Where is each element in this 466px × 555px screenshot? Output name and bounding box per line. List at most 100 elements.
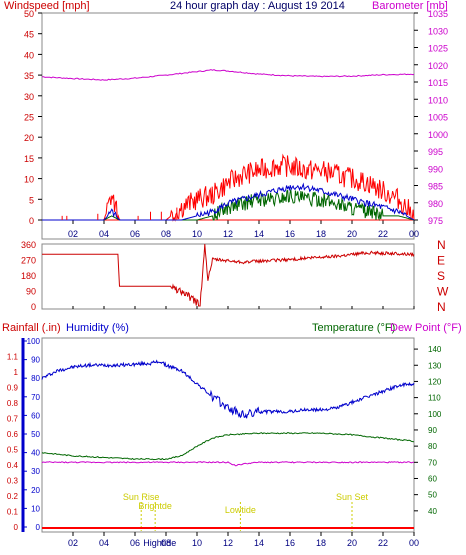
climate-x-tick: 00 [409,538,419,548]
humidity-y-tick: 60 [31,411,40,420]
humidity-y-tick: 80 [31,374,40,383]
baro-y-tick: 975 [428,216,443,226]
humidity-y-tick: 50 [31,430,40,439]
rain-y-tick: 0.3 [7,477,19,486]
temp-y-tick: 80 [428,442,437,451]
temp-y-tick: 100 [428,410,442,419]
wind-x-tick: 00 [409,229,419,239]
baro-y-tick: 980 [428,199,443,209]
direction-y-tick: 90 [26,287,36,297]
wind-y-tick: 40 [24,50,34,60]
wind-direction-line [42,243,415,307]
direction-y-tick: 360 [21,240,36,250]
wind-y-tick: 30 [24,92,34,102]
climate-x-tick: 08 [161,538,171,548]
temp-y-tick: 60 [428,474,437,483]
annotation-label: Brightde [138,501,172,511]
rainfall-header: Rainfall (.in) [2,322,61,334]
dew-point-line [41,461,415,467]
baro-y-tick: 1005 [428,113,448,123]
direction-y-tick: 180 [21,271,36,281]
wind-y-tick: 50 [24,9,34,19]
wind-x-tick: 04 [99,229,109,239]
wind-y-tick: 45 [24,30,34,40]
wind-x-tick: 10 [192,229,202,239]
humidity-y-tick: 10 [31,504,40,513]
baro-y-tick: 995 [428,147,443,157]
compass-label: N [437,300,446,314]
rain-y-tick: 0.7 [7,415,19,424]
wind-y-tick: 0 [29,216,34,226]
rain-y-tick: 0.1 [7,508,19,517]
annotation-label: Sun Rise [123,492,160,502]
temp-y-tick: 130 [428,361,442,370]
wind-panel-frame [41,12,415,240]
rain-y-tick: 1.1 [7,353,19,362]
climate-x-tick: 02 [68,538,78,548]
wind-x-tick: 14 [254,229,264,239]
compass-label: S [437,269,445,283]
humidity-y-tick: 100 [27,337,41,346]
climate-x-tick: 14 [254,538,264,548]
windspeed-header: Windspeed [mph] [4,0,90,12]
wind-x-tick: 02 [68,229,78,239]
humidity-y-tick: 90 [31,356,40,365]
baro-y-tick: 990 [428,164,443,174]
climate-x-tick: 04 [99,538,109,548]
rain-y-tick: 0.5 [7,446,19,455]
wind-average-line [42,182,415,221]
temperature-line [41,432,415,461]
wind-x-tick: 16 [285,229,295,239]
climate-x-tick: 18 [316,538,326,548]
compass-label: E [437,254,445,268]
wind-x-tick: 20 [347,229,357,239]
temp-y-tick: 90 [428,426,437,435]
humidity-header: Humidity (%) [66,322,129,334]
baro-y-tick: 1020 [428,61,448,71]
climate-x-tick: 22 [378,538,388,548]
rain-y-tick: 0.6 [7,430,19,439]
baro-y-tick: 1000 [428,130,448,140]
climate-x-tick: 12 [223,538,233,548]
temp-y-tick: 50 [428,491,437,500]
climate-x-tick: 20 [347,538,357,548]
rain-y-tick: 0.9 [7,384,19,393]
rain-y-tick: 0.2 [7,492,19,501]
barometer-line [42,69,415,81]
climate-x-tick: 10 [192,538,202,548]
barometer-header: Barometer [mb] [372,0,448,12]
humidity-line [41,359,415,419]
annotation-label: Lowtide [225,505,256,515]
temp-y-tick: 120 [428,377,442,386]
baro-y-tick: 1010 [428,95,448,105]
chart-title: 24 hour graph day : August 19 2014 [170,0,345,12]
rain-y-tick: 0.4 [7,461,19,470]
wind-x-tick: 06 [130,229,140,239]
humidity-y-tick: 40 [31,449,40,458]
humidity-y-tick: 20 [31,486,40,495]
baro-y-tick: 1030 [428,26,448,36]
wind-y-tick: 10 [24,175,34,185]
wind-x-tick: 12 [223,229,233,239]
wind-y-tick: 25 [24,113,34,123]
rain-y-tick: 0.8 [7,399,19,408]
baro-y-tick: 985 [428,182,443,192]
climate-x-tick: 16 [285,538,295,548]
rain-y-tick: 1 [14,368,19,377]
wind-y-tick: 15 [24,154,34,164]
rain-y-tick: 0 [14,523,19,532]
temp-y-tick: 40 [428,507,437,516]
dewpoint-header: Dew Point (°F) [390,322,462,334]
baro-y-tick: 1035 [428,9,448,19]
wind-x-tick: 08 [161,229,171,239]
temperature-header: Temperature (°F) [312,322,395,334]
direction-y-tick: 0 [31,302,36,312]
temp-y-tick: 110 [428,394,441,403]
compass-label: W [437,285,449,299]
baro-y-tick: 1015 [428,78,448,88]
compass-label: N [437,238,446,252]
humidity-y-tick: 30 [31,467,40,476]
climate-x-tick: 06 [130,538,140,548]
